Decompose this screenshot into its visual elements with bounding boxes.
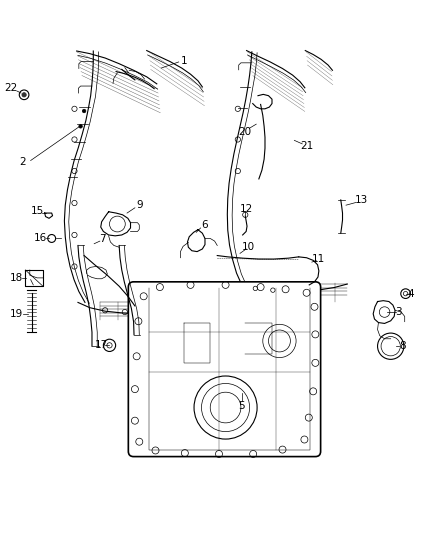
Circle shape [22, 93, 26, 97]
Text: 20: 20 [238, 127, 251, 136]
Text: 22: 22 [4, 83, 18, 93]
Text: 16: 16 [34, 233, 47, 244]
Text: 9: 9 [136, 200, 143, 210]
Text: 8: 8 [399, 341, 406, 351]
Text: 4: 4 [407, 289, 414, 298]
Text: 6: 6 [201, 220, 208, 230]
Circle shape [82, 109, 86, 113]
Text: 21: 21 [300, 141, 313, 151]
Text: 10: 10 [242, 242, 255, 252]
Text: 5: 5 [238, 401, 245, 411]
Text: 7: 7 [99, 235, 106, 244]
Text: 2: 2 [19, 157, 26, 167]
Text: 17: 17 [95, 341, 108, 350]
FancyBboxPatch shape [128, 282, 321, 457]
Text: 18: 18 [10, 273, 23, 283]
Text: 19: 19 [10, 309, 23, 319]
Text: 15: 15 [31, 206, 44, 216]
Circle shape [79, 125, 82, 128]
Text: 13: 13 [355, 195, 368, 205]
Text: 11: 11 [312, 254, 325, 264]
Text: 12: 12 [240, 204, 253, 214]
Text: 3: 3 [395, 308, 402, 318]
Text: 1: 1 [180, 55, 187, 66]
